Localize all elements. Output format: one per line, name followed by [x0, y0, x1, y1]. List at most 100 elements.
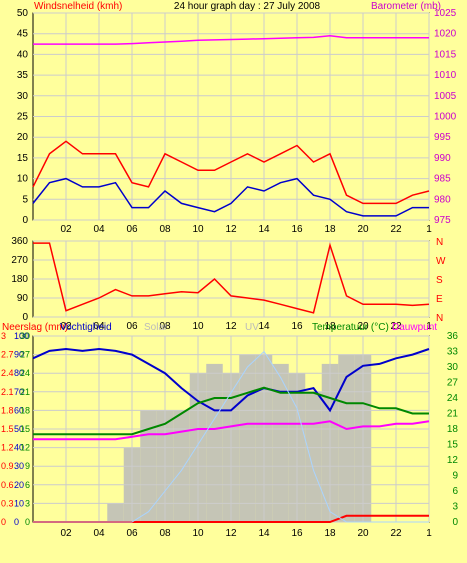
chart3-ytick-temp-right: 9	[452, 471, 458, 482]
panel-wind-barometer: 24 hour graph day : 27 July 2008 Windsne…	[17, 1, 457, 235]
chart1-ylabel-right: Barometer (mb)	[371, 1, 441, 12]
chart3-xtick: 22	[390, 528, 402, 539]
chart1-ytick-left: 10	[17, 174, 29, 185]
chart1-ytick-right: 1000	[434, 112, 457, 123]
chart3-ytick-precip: 1.2	[1, 443, 14, 453]
chart1-xtick: 06	[126, 224, 138, 235]
chart1-title: 24 hour graph day : 27 July 2008	[174, 1, 321, 12]
chart3-ytick-temp-left: 12	[20, 443, 30, 453]
chart1-ytick-right: 985	[434, 174, 451, 185]
chart3-ytick-humidity: 80	[14, 368, 24, 378]
chart1-ytick-right: 1005	[434, 91, 457, 102]
chart1-ytick-left: 35	[17, 70, 29, 81]
chart3-ytick-temp-right: 33	[447, 347, 459, 358]
chart1-ytick-right: 995	[434, 132, 451, 143]
chart3-ytick-temp-left: 6	[25, 480, 30, 490]
chart1-ytick-right: 1025	[434, 8, 457, 19]
chart1-series-line	[32, 140, 430, 205]
chart1-ytick-left: 15	[17, 153, 29, 164]
chart3-ytick-temp-right: 27	[447, 378, 459, 389]
chart1-ytick-left: 40	[17, 49, 29, 60]
chart1-xtick: 10	[192, 224, 204, 235]
chart3-ytick-humidity: 90	[14, 350, 24, 360]
chart3-ytick-temp-left: 18	[20, 405, 30, 415]
chart3-ytick-temp-left: 21	[20, 387, 30, 397]
chart3-solar-bar	[107, 503, 124, 522]
chart1-ytick-right: 980	[434, 194, 451, 205]
chart3-ytick-precip: 0.6	[1, 480, 14, 490]
chart3-solar-bar	[206, 363, 223, 522]
chart1-xtick: 16	[291, 224, 303, 235]
chart2-ytick: 360	[11, 236, 28, 247]
chart3-top-label: Neerslag (mm)	[2, 322, 68, 333]
chart3-ytick-temp-left: 27	[20, 350, 30, 360]
chart3-solar-bar	[272, 363, 289, 522]
chart2-xtick: 06	[126, 321, 138, 332]
chart3-xtick: 08	[159, 528, 171, 539]
chart3-solar-bar	[338, 354, 355, 522]
chart3-ytick-temp-right: 36	[447, 331, 459, 342]
chart2-xtick: 08	[159, 321, 171, 332]
chart1-xtick: 1	[426, 224, 432, 235]
chart3-xtick: 02	[60, 528, 72, 539]
chart3-ytick-humidity: 10	[14, 498, 24, 508]
chart1-ytick-left: 20	[17, 132, 29, 143]
chart3-ytick-temp-left: 0	[25, 517, 30, 527]
chart3-ytick-precip: 1.8	[1, 405, 14, 415]
chart3-xtick: 20	[357, 528, 369, 539]
chart3-top-label: Solar	[144, 322, 168, 333]
chart2-xtick: 04	[93, 321, 105, 332]
chart3-ytick-humidity: 40	[14, 443, 24, 453]
chart3-series-line	[33, 350, 429, 523]
chart3-top-label: Vochtigheid	[60, 322, 112, 333]
chart2-ytick: 90	[17, 293, 29, 304]
chart3-ytick-humidity: 100	[14, 331, 29, 341]
chart3-xtick: 14	[258, 528, 270, 539]
chart1-xtick: 12	[225, 224, 237, 235]
chart2-compass-label: N	[436, 237, 443, 248]
chart3-ytick-temp-right: 30	[447, 362, 459, 373]
chart3-xtick: 18	[324, 528, 336, 539]
chart1-ytick-right: 990	[434, 153, 451, 164]
chart1-ytick-left: 5	[22, 194, 28, 205]
chart3-ytick-temp-right: 0	[452, 517, 458, 528]
chart1-xtick: 14	[258, 224, 270, 235]
chart2-ytick: 180	[11, 274, 28, 285]
chart3-ytick-temp-right: 6	[452, 486, 458, 497]
chart2-xtick: 14	[258, 321, 270, 332]
chart3-series-line	[32, 347, 430, 413]
chart1-ytick-left: 30	[17, 91, 29, 102]
chart3-series-line	[33, 386, 429, 436]
chart1-ytick-right: 1020	[434, 29, 457, 40]
chart2-xtick: 1	[426, 321, 432, 332]
chart1-ytick-right: 975	[434, 215, 451, 226]
chart3-ytick-temp-left: 15	[20, 424, 30, 434]
chart3-ytick-humidity: 70	[14, 387, 24, 397]
chart3-ytick-precip: 0.9	[1, 461, 14, 471]
chart3-ytick-precip: 2.1	[1, 387, 14, 397]
chart3-ytick-temp-left: 24	[20, 368, 30, 378]
chart3-ytick-precip: 1.5	[1, 424, 14, 434]
chart1-ytick-right: 1010	[434, 70, 457, 81]
chart3-xtick: 16	[291, 528, 303, 539]
chart1-xtick: 20	[357, 224, 369, 235]
chart3-ytick-precip: 2.7	[1, 350, 14, 360]
chart3-ytick-temp-right: 21	[447, 409, 459, 420]
chart2-xtick: 18	[324, 321, 336, 332]
chart2-compass-label: W	[436, 256, 446, 267]
chart3-xtick: 1	[426, 528, 432, 539]
chart1-ylabel-left: Windsnelheid (kmh)	[34, 1, 122, 12]
chart2-xtick: 22	[390, 321, 402, 332]
chart2-compass-label: S	[436, 275, 443, 286]
chart3-xtick: 04	[93, 528, 105, 539]
chart3-ytick-precip: 2.4	[1, 368, 14, 378]
chart3-ytick-temp-right: 18	[447, 424, 459, 435]
chart2-xtick: 12	[225, 321, 237, 332]
chart1-xtick: 08	[159, 224, 171, 235]
chart1-ytick-left: 25	[17, 112, 29, 123]
chart2-series-line	[33, 242, 430, 314]
chart1-ytick-right: 1015	[434, 49, 457, 60]
chart2-ytick: 270	[11, 255, 28, 266]
